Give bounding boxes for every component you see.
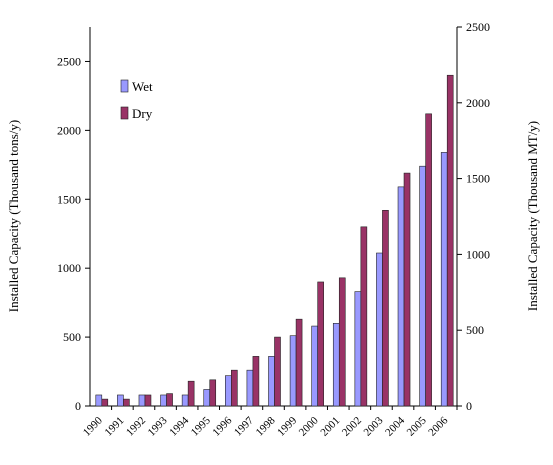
bar-wet-1995	[203, 389, 211, 407]
x-tick-label: 1990	[81, 414, 105, 438]
bar-wet-1999	[289, 335, 297, 407]
bar-wet-1992	[138, 394, 146, 407]
x-tick-label: 1997	[232, 414, 256, 438]
bar-dry-1996	[231, 369, 238, 407]
bar-dry-1997	[252, 356, 260, 407]
legend-label-dry: Dry	[132, 106, 153, 121]
x-tick-label: 1991	[102, 415, 126, 439]
bar-dry-2005	[425, 113, 432, 407]
legend-swatch-dry	[120, 106, 129, 120]
x-tick-labels: 1990199119921993199419951996199719981999…	[81, 406, 458, 439]
right-tick-label: 0	[466, 399, 472, 413]
left-axis-title: Installed Capacity (Thousand tons/y)	[6, 120, 21, 312]
right-y-axis: 0 500 1000 1500 2000 2500	[456, 20, 490, 413]
right-tick-label: 2000	[466, 96, 490, 110]
bar-wet-1991	[117, 394, 124, 407]
bar-dry-1992	[144, 394, 152, 407]
x-tick-label: 1999	[275, 414, 299, 438]
bar-dry-1993	[166, 393, 173, 407]
x-tick-label: 1998	[254, 414, 278, 438]
bar-dry-1999	[295, 318, 303, 407]
x-tick-label: 1996	[210, 414, 234, 438]
legend-label-wet: Wet	[132, 79, 153, 94]
left-tick-label: 1000	[57, 261, 81, 275]
bar-wet-1998	[268, 356, 275, 407]
right-tick-label: 500	[466, 323, 484, 337]
right-tick-label: 2500	[466, 20, 490, 34]
x-tick-label: 1992	[124, 415, 148, 439]
bar-wet-2000	[311, 325, 318, 407]
x-tick-label: 2001	[318, 415, 342, 439]
bar-wet-1993	[160, 394, 167, 407]
bar-dry-2000	[317, 281, 324, 407]
x-tick-label: 2002	[340, 415, 364, 439]
bar-wet-1996	[225, 375, 232, 407]
x-tick-label: 2003	[362, 414, 386, 438]
bar-wet-2004	[397, 186, 405, 407]
bar-dry-1990	[101, 398, 109, 407]
right-axis-title: Installed Capacity (Thousand MT/y)	[525, 121, 540, 311]
x-tick-label: 2000	[297, 414, 321, 438]
left-tick-label: 1500	[57, 192, 81, 206]
bar-wet-2006	[440, 152, 448, 407]
right-tick-label: 1000	[466, 247, 490, 261]
bar-wet-1990	[95, 394, 103, 407]
bar-wet-2001	[332, 323, 340, 407]
bar-dry-1998	[274, 336, 281, 407]
bar-dry-1995	[209, 379, 217, 407]
left-y-axis: 0 500 1000 1500 2000 2500	[57, 27, 91, 413]
bar-dry-1991	[123, 398, 130, 407]
left-tick-label: 2000	[57, 123, 81, 137]
x-tick-label: 1995	[189, 414, 213, 438]
x-tick-label: 2005	[405, 414, 429, 438]
bar-dry-2002	[360, 226, 368, 407]
bar-wet-1994	[181, 394, 189, 407]
legend-swatch-wet	[120, 79, 129, 93]
legend: Wet Dry	[120, 79, 153, 121]
left-tick-label: 2500	[57, 54, 81, 68]
x-tick-label: 1993	[146, 414, 170, 438]
x-tick-label: 2004	[383, 414, 407, 438]
bar-wet-1997	[246, 369, 254, 407]
left-tick-label: 500	[63, 330, 81, 344]
x-tick-label: 2006	[426, 414, 450, 438]
bar-wet-2003	[376, 252, 383, 407]
bar-dry-2003	[382, 209, 389, 407]
bars	[95, 74, 454, 407]
bar-dry-2004	[403, 172, 411, 407]
bar-wet-2005	[419, 165, 426, 407]
bar-dry-1994	[187, 380, 195, 407]
right-tick-label: 1500	[466, 172, 490, 186]
bar-dry-2006	[446, 74, 454, 407]
bar-wet-2002	[354, 291, 362, 407]
left-tick-label: 0	[75, 399, 81, 413]
bar-dry-2001	[338, 277, 346, 407]
x-tick-label: 1994	[167, 414, 191, 438]
